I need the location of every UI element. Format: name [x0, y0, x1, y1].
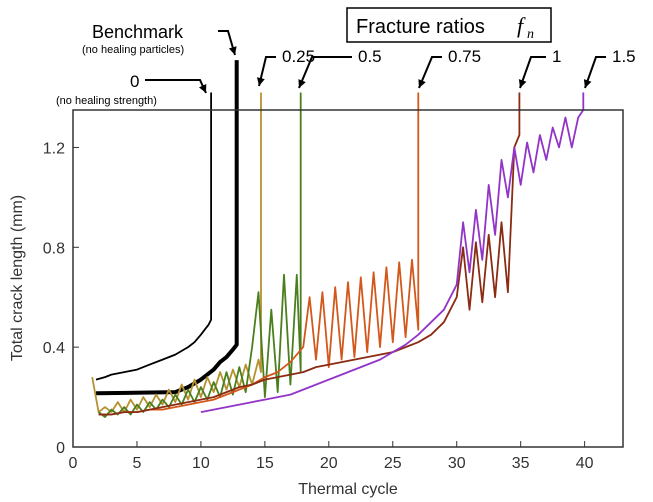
y-tick-label: 0 — [56, 440, 65, 457]
x-tick-label: 40 — [576, 455, 594, 472]
x-tick-label: 15 — [256, 455, 274, 472]
series-line-0-75 — [98, 92, 420, 416]
annotation-arrowhead — [583, 79, 592, 88]
series-label: Benchmark — [92, 22, 184, 42]
chart-title: Fracture ratios — [356, 16, 485, 38]
annotation-0-5: 0.5 — [298, 47, 382, 89]
series-label: 0 — [130, 72, 139, 91]
annotation-1-5: 1.5 — [583, 47, 636, 89]
annotation-arrow — [519, 56, 546, 89]
x-axis: 0 5 10 15 20 25 30 35 40 — [69, 441, 594, 472]
x-tick-label: 25 — [384, 455, 402, 472]
chart-title-box: Fracture ratios f n — [346, 7, 552, 43]
y-axis: 0 0.4 0.8 1.2 — [43, 140, 79, 457]
series-line-0 — [95, 92, 213, 381]
annotation-arrow — [145, 79, 207, 94]
plot-lines — [91, 60, 585, 418]
x-axis-label: Thermal cycle — [298, 481, 398, 498]
annotation-arrowhead — [228, 46, 237, 55]
x-tick-label: 20 — [320, 455, 338, 472]
series-label: 0.5 — [358, 47, 382, 66]
x-tick-label: 10 — [192, 455, 210, 472]
annotation-1: 1 — [518, 47, 561, 89]
annotation-0: 0 (no healing strength) — [56, 72, 207, 107]
title-box-frame — [346, 7, 552, 43]
annotation-arrow — [584, 56, 606, 89]
annotation-benchmark: Benchmark (no healing particles) — [82, 22, 237, 56]
plot-frame — [72, 109, 624, 448]
chart-title-subscript: n — [527, 27, 534, 42]
series-line-0-5 — [98, 92, 302, 418]
x-tick-label: 0 — [69, 455, 78, 472]
series-sublabel: (no healing particles) — [82, 44, 184, 56]
annotation-0-25: 0.25 — [256, 47, 315, 87]
y-axis-label: Total crack length (mm) — [9, 195, 26, 361]
series-annotations: 0 (no healing strength) Benchmark (no heali… — [56, 22, 636, 107]
annotation-arrow — [298, 56, 352, 89]
annotation-0-75: 0.75 — [418, 47, 481, 89]
annotation-arrowhead — [418, 79, 426, 88]
annotation-arrowhead — [256, 77, 265, 86]
y-tick-label: 0.8 — [43, 240, 65, 257]
annotation-arrow — [258, 56, 276, 87]
annotation-arrow — [218, 30, 236, 56]
annotation-arrowhead — [199, 84, 207, 93]
series-line-benchmark — [95, 60, 239, 396]
series-label: 0.25 — [282, 47, 315, 66]
y-tick-label: 1.2 — [43, 140, 65, 157]
annotation-arrowhead — [298, 79, 306, 88]
chart-title-symbol: f — [517, 13, 526, 38]
annotation-arrowhead — [518, 79, 527, 88]
series-label: 0.75 — [448, 47, 481, 66]
x-tick-label: 35 — [512, 455, 530, 472]
series-label: 1 — [552, 47, 561, 66]
x-tick-label: 5 — [133, 455, 142, 472]
series-label: 1.5 — [612, 47, 636, 66]
y-tick-label: 0.4 — [43, 340, 65, 357]
x-tick-label: 30 — [448, 455, 466, 472]
series-line-1-5 — [200, 92, 585, 413]
annotation-arrow — [418, 56, 442, 89]
series-sublabel: (no healing strength) — [56, 95, 157, 107]
series-line-1 — [98, 92, 521, 416]
